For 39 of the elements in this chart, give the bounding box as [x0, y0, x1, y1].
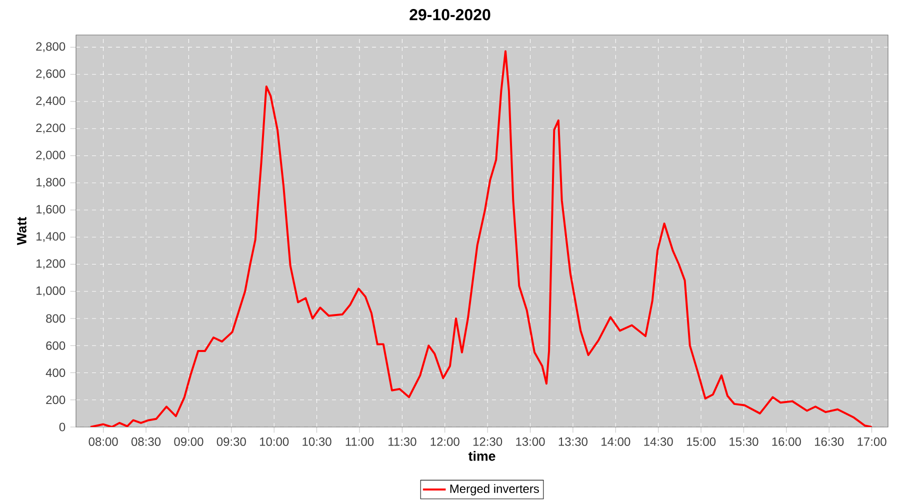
x-tick-label: 10:00 [260, 437, 289, 446]
x-tick-label: 13:00 [516, 437, 545, 446]
x-tick-label: 12:30 [473, 437, 502, 446]
x-tick-label: 16:00 [772, 437, 801, 446]
y-tick-label: 1,800 [36, 178, 66, 188]
x-tick-label: 15:00 [686, 437, 716, 446]
x-tick-label: 13:30 [558, 437, 588, 446]
y-tick-label: 1,000 [36, 286, 66, 296]
y-tick-label: 600 [46, 341, 66, 350]
y-tick-label: 1,200 [36, 259, 66, 270]
y-tick-label: 2,800 [36, 42, 66, 52]
x-tick-label: 11:00 [346, 437, 374, 446]
y-axis-title: Watt [17, 216, 26, 246]
chart-title: 29-10-2020 [410, 9, 490, 20]
x-tick-label: 09:00 [174, 437, 204, 446]
y-tick-label: 0 [59, 422, 66, 432]
x-tick-label: 09:30 [216, 437, 246, 446]
x-tick-label: 12:00 [430, 437, 460, 446]
line-series [90, 50, 873, 427]
x-tick-label: 16:30 [815, 437, 844, 446]
y-tick-label: 2,000 [36, 150, 66, 161]
x-tick-label: 14:00 [602, 437, 630, 446]
y-tick-label: 400 [46, 368, 66, 377]
y-tick-label: 1,400 [36, 232, 66, 242]
y-tick-label: 1,600 [36, 205, 66, 215]
y-tick-label: 2,400 [36, 96, 66, 106]
x-tick-label: 08:30 [131, 437, 161, 446]
y-tick-label: 200 [46, 396, 66, 404]
x-tick-label: 10:30 [302, 437, 332, 446]
y-tick-label: 2,600 [36, 69, 66, 80]
x-tick-label: 15:30 [730, 437, 758, 446]
x-tick-label: 14:30 [644, 437, 673, 446]
x-tick-label: 08:00 [88, 437, 118, 446]
y-tick-label: 2,200 [36, 124, 66, 134]
x-tick-label: 11:30 [388, 437, 416, 446]
legend-label: Merged inverters [450, 484, 539, 496]
y-tick-label: 800 [46, 314, 66, 323]
x-axis-title: time [468, 451, 496, 461]
x-tick-label: 17:00 [858, 437, 886, 446]
